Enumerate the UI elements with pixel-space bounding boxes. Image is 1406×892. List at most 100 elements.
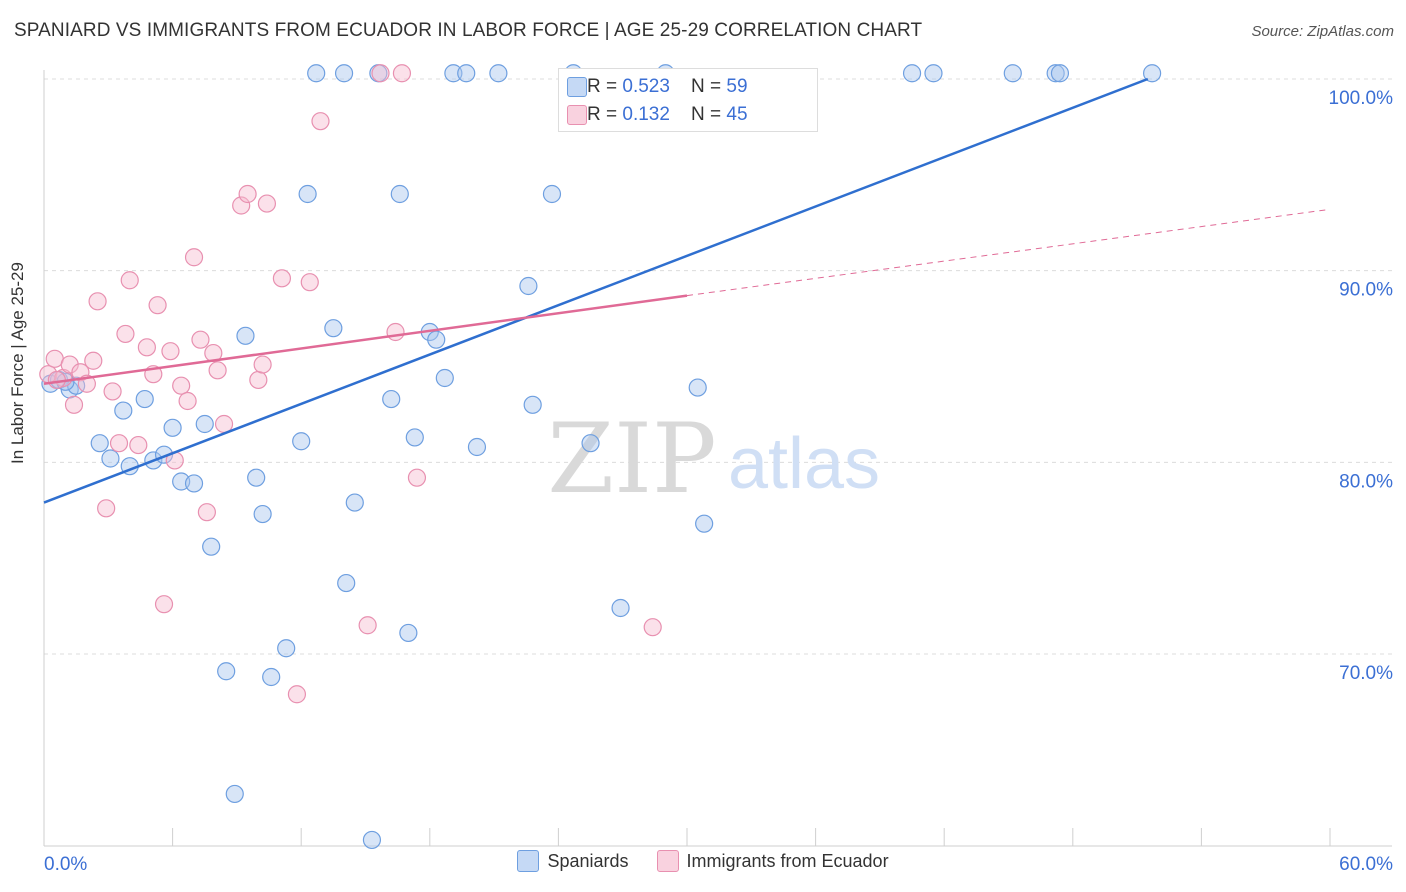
point-spaniards	[688, 378, 707, 397]
point-spaniards	[523, 395, 542, 414]
point-spaniards	[195, 414, 214, 434]
point-ecuador	[84, 351, 103, 370]
point-ecuador	[208, 361, 227, 380]
trend-line-ecuador	[43, 294, 688, 385]
point-spaniards	[519, 276, 538, 296]
point-spaniards	[345, 493, 364, 512]
point-spaniards	[444, 64, 463, 83]
legend-swatch-ecuador	[656, 850, 679, 872]
point-spaniards	[202, 537, 221, 556]
point-ecuador	[116, 324, 135, 344]
point-spaniards	[334, 64, 354, 83]
y-tick-label: 100.0%	[1329, 88, 1394, 109]
point-ecuador	[643, 618, 662, 637]
point-spaniards	[298, 184, 317, 204]
stats-row-spaniards: R = 0.523 N = 59	[567, 73, 748, 101]
spaniards-swatch	[567, 77, 587, 97]
point-spaniards	[184, 474, 204, 493]
y-axis-label: In Labor Force | Age 25-29	[8, 262, 27, 464]
stats-legend: R = 0.523 N = 59 R = 0.132 N = 45	[558, 68, 818, 132]
point-spaniards	[135, 389, 154, 409]
chart-title: SPANIARD VS IMMIGRANTS FROM ECUADOR IN L…	[14, 20, 923, 41]
point-ecuador	[392, 64, 412, 83]
point-ecuador	[249, 370, 268, 390]
point-spaniards	[292, 432, 311, 451]
trend-line-spaniards	[43, 77, 1149, 504]
point-ecuador	[311, 112, 330, 131]
grid-lines	[44, 78, 1392, 655]
point-ecuador	[257, 194, 277, 213]
point-spaniards	[114, 401, 133, 420]
point-ecuador	[300, 273, 319, 292]
watermark: ZIP atlas	[547, 403, 880, 515]
point-ecuador	[238, 184, 257, 204]
r-value: 0.132	[622, 104, 670, 125]
axes	[43, 70, 1392, 847]
point-spaniards	[247, 468, 266, 487]
point-spaniards	[324, 319, 343, 338]
x-tick-label-max: 60.0%	[1339, 854, 1393, 875]
point-ecuador	[178, 391, 197, 411]
r-label: R =	[587, 104, 623, 125]
watermark-zip: ZIP	[547, 403, 716, 515]
point-spaniards	[362, 830, 382, 850]
legend-item-ecuador: Immigrants from Ecuador	[656, 850, 889, 872]
bottom-legend: Spaniards Immigrants from Ecuador	[0, 850, 1406, 872]
point-ecuador	[109, 434, 129, 453]
point-spaniards	[1003, 64, 1022, 83]
point-spaniards	[382, 389, 401, 409]
point-spaniards	[163, 418, 182, 437]
legend-label-ecuador: Immigrants from Ecuador	[686, 850, 889, 871]
point-spaniards	[467, 437, 487, 457]
point-spaniards	[435, 368, 454, 388]
point-spaniards	[902, 64, 922, 83]
point-spaniards	[695, 514, 714, 533]
point-ecuador	[137, 338, 156, 357]
legend-item-spaniards: Spaniards	[517, 850, 629, 872]
point-ecuador	[371, 64, 390, 83]
point-ecuador	[71, 363, 90, 382]
point-spaniards	[405, 428, 424, 447]
point-ecuador	[129, 435, 148, 455]
y-tick-label: 80.0%	[1339, 471, 1393, 492]
point-spaniards	[399, 623, 418, 643]
y-tick-label: 70.0%	[1339, 663, 1393, 684]
point-spaniards	[307, 64, 326, 83]
point-spaniards	[262, 667, 281, 687]
point-ecuador	[161, 342, 180, 361]
point-ecuador	[191, 330, 210, 349]
point-spaniards	[924, 64, 943, 83]
point-spaniards	[337, 573, 356, 593]
n-value: 59	[726, 76, 748, 97]
point-ecuador	[172, 376, 191, 395]
ecuador-swatch	[567, 105, 587, 125]
watermark-atlas: atlas	[728, 424, 880, 504]
point-spaniards	[457, 64, 476, 83]
point-ecuador	[253, 355, 272, 374]
point-spaniards	[1046, 64, 1065, 83]
point-ecuador	[287, 685, 307, 704]
point-spaniards	[90, 434, 109, 453]
point-spaniards	[542, 184, 562, 204]
r-label: R =	[587, 76, 623, 97]
r-value: 0.523	[622, 76, 670, 97]
point-spaniards	[611, 598, 630, 618]
point-ecuador	[120, 271, 139, 290]
source-label: Source: ZipAtlas.com	[1251, 23, 1394, 40]
point-spaniards	[236, 326, 255, 345]
tick-labels: 70.0% 80.0% 90.0% 100.0% 0.0% 60.0%	[44, 88, 1393, 875]
n-value: 45	[726, 104, 748, 125]
data-points	[39, 64, 1162, 850]
point-ecuador	[386, 322, 405, 342]
point-ecuador	[232, 196, 251, 215]
point-spaniards	[217, 662, 236, 681]
stats-row-ecuador: R = 0.132 N = 45	[567, 101, 748, 129]
point-ecuador	[197, 503, 216, 522]
point-spaniards	[225, 784, 244, 804]
point-ecuador	[64, 395, 84, 414]
point-ecuador	[103, 382, 122, 401]
legend-swatch-spaniards	[517, 850, 540, 872]
point-spaniards	[489, 64, 508, 83]
point-spaniards	[427, 330, 446, 349]
